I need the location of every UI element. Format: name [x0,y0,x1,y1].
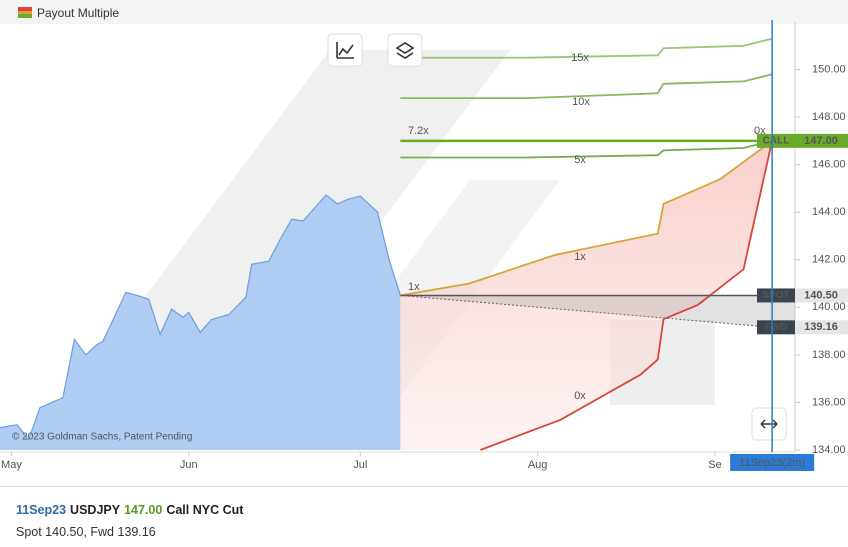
level-tag [757,320,795,335]
contour-label: 15x [571,52,589,64]
footer-part: USDJPY [70,503,121,517]
chart: Payout Multiple © 2023 Goldman Sachs, Pa… [0,0,848,471]
y-tick-label: 136.00 [812,396,846,408]
y-tick-label: 148.00 [812,111,846,123]
contour-label: 1x [574,251,586,263]
footer: 11Sep23 USDJPY 147.00 Call NYC Cut Spot 140… [0,486,848,547]
level-name: CALL [763,136,790,147]
level-tag [757,133,795,148]
x-tick-label: Jun [180,459,198,471]
level-value: 140.50 [804,289,838,301]
x-tick-label: Se [708,459,721,471]
contour-label: 0x [574,390,586,402]
x-tick-label: Jul [353,459,367,471]
expiry-label: 11Sep23(2m) [739,457,805,469]
header-bar [0,0,848,24]
level-value-tag [795,133,848,148]
level-value-tag [795,288,848,303]
y-tick-label: 138.00 [812,349,846,361]
y-tick-label: 142.00 [812,254,846,266]
y-tick-label: 140.00 [812,301,846,313]
annotation: 1x [408,281,420,293]
expand-icon [760,419,778,429]
level-value: 139.16 [804,321,838,333]
level-value-tag [795,320,848,335]
level-name: SPOT [762,290,789,301]
level-name: FWD [765,322,788,333]
y-tick-label: 134.00 [812,444,846,456]
payout-contour [480,140,773,451]
header-icon [18,7,32,11]
layers-icon [395,42,415,59]
x-tick-label: Aug [528,459,548,471]
level-value: 147.00 [804,135,838,147]
expiry-tag [730,454,815,471]
history-area [0,194,401,450]
payout-contour [400,37,773,59]
y-tick-label: 146.00 [812,159,846,171]
footer-part: 11Sep23 [16,503,67,517]
x-tick-label: May [1,459,22,471]
header-icon [18,14,32,18]
annotation: 7.2x [408,125,429,137]
footer-part: Call NYC Cut [166,503,244,517]
layers-button[interactable] [387,33,423,67]
footer-line: 11Sep23 USDJPY 147.00 Call NYC Cut [16,503,247,517]
footer-part: 147.00 [124,503,163,517]
payout-contour [400,140,773,297]
contour-label: 5x [574,154,586,166]
history-line [0,194,401,442]
forward-band [400,295,795,328]
y-tick-label: 144.00 [812,206,846,218]
header-icon [18,7,32,18]
watermark: © 2023 Goldman Sachs, Patent Pending [12,432,192,443]
y-tick-label: 150.00 [812,63,846,75]
header-title: Payout Multiple [37,6,119,20]
contour-label: 10x [572,96,590,108]
payout-contour [400,73,773,99]
chart-type-icon [336,42,354,59]
payout-contour [400,140,773,159]
level-tag [757,288,795,303]
footer-line: Spot 140.50, Fwd 139.16 [16,525,156,539]
